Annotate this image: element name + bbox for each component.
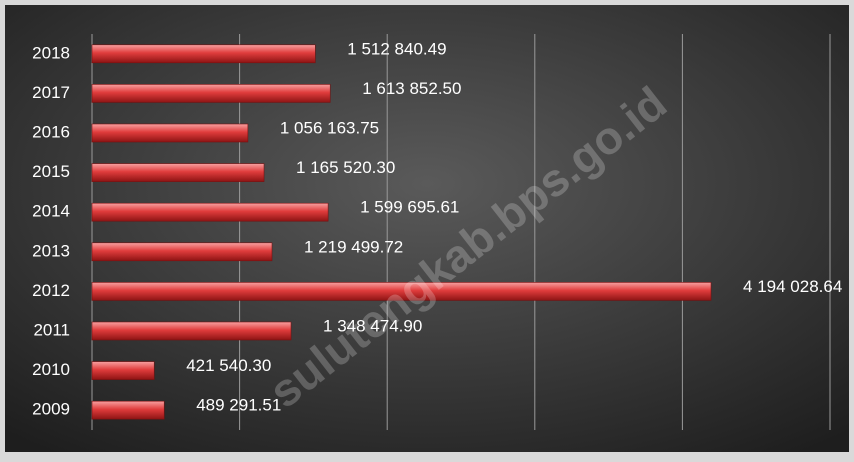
data-label: 1 613 852.50	[362, 79, 461, 98]
data-label: 489 291.51	[196, 396, 281, 415]
data-label: 1 219 499.72	[304, 237, 403, 256]
plot-background	[5, 5, 849, 452]
category-label: 2012	[32, 281, 70, 300]
data-label: 1 512 840.49	[347, 39, 446, 58]
bar	[91, 202, 329, 222]
data-label: 421 540.30	[186, 356, 271, 375]
bars	[91, 44, 712, 420]
bar	[91, 282, 712, 301]
category-label: 2018	[32, 43, 70, 62]
data-label: 4 194 028.64	[743, 277, 842, 296]
bar	[91, 321, 292, 341]
data-label: 1 056 163.75	[280, 118, 379, 137]
category-label: 2011	[33, 320, 70, 339]
category-label: 2014	[32, 202, 70, 221]
bar	[91, 242, 273, 262]
category-label: 2013	[32, 241, 70, 260]
category-label: 2009	[32, 400, 70, 419]
category-label: 2015	[32, 162, 70, 181]
category-label: 2016	[32, 122, 70, 141]
category-label: 2017	[32, 83, 70, 102]
bar	[91, 123, 249, 143]
bar	[91, 361, 155, 380]
bar	[91, 44, 316, 64]
bar	[91, 84, 331, 103]
category-label: 2010	[32, 360, 70, 379]
bar	[91, 163, 265, 182]
data-label: 1 348 474.90	[323, 316, 422, 335]
bar	[91, 400, 165, 420]
data-label: 1 599 695.61	[360, 198, 459, 217]
data-label: 1 165 520.30	[296, 158, 395, 177]
